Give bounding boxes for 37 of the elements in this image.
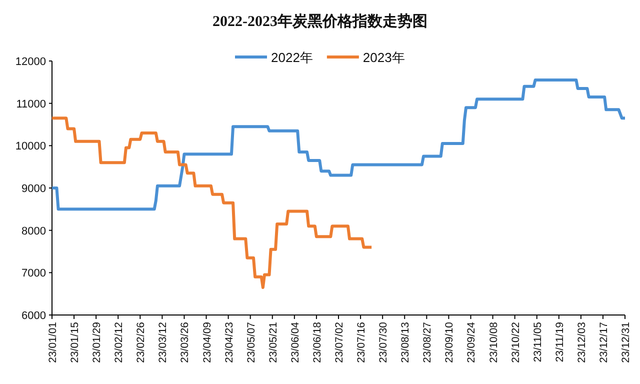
x-tick-label: 23/02/26	[135, 322, 148, 363]
legend-label: 2022年	[271, 50, 313, 65]
chart-title: 2022-2023年炭黑价格指数走势图	[212, 13, 428, 30]
x-tick-label: 23/10/22	[510, 322, 522, 363]
y-tick-label: 8000	[22, 225, 46, 238]
x-tick-label: 23/01/29	[91, 322, 104, 363]
x-tick-label: 23/08/27	[422, 322, 434, 363]
y-tick-label: 11000	[16, 98, 46, 110]
y-tick-label: 10000	[15, 140, 46, 153]
y-tick-label: 9000	[22, 183, 46, 195]
x-tick-label: 23/07/02	[334, 322, 346, 363]
y-tick-label: 12000	[15, 56, 46, 68]
x-tick-label: 23/01/01	[47, 322, 59, 363]
x-tick-label: 23/11/19	[554, 322, 566, 362]
x-tick-label: 23/06/04	[289, 322, 302, 363]
x-tick-label: 23/04/23	[223, 322, 236, 363]
x-tick-label: 23/07/16	[356, 322, 368, 363]
x-tick-label: 23/05/07	[245, 322, 258, 363]
legend-label: 2023年	[362, 50, 405, 65]
y-tick-label: 6000	[22, 310, 46, 322]
x-tick-label: 23/12/17	[598, 322, 610, 363]
y-tick-label: 7000	[22, 268, 46, 280]
x-tick-label: 23/08/13	[400, 322, 412, 363]
x-tick-label: 23/09/10	[444, 322, 456, 363]
x-tick-label: 23/03/26	[179, 322, 192, 363]
x-tick-label: 23/06/18	[311, 322, 324, 363]
x-tick-label: 23/01/15	[69, 322, 82, 363]
x-tick-label: 23/02/12	[113, 322, 126, 363]
x-tick-label: 23/03/12	[157, 322, 170, 363]
x-tick-label: 23/11/05	[532, 322, 544, 362]
x-tick-label: 23/05/21	[267, 322, 280, 363]
x-tick-label: 23/04/09	[201, 322, 214, 363]
x-tick-label: 23/09/24	[466, 322, 478, 363]
x-tick-label: 23/12/03	[576, 322, 588, 363]
x-tick-label: 23/07/30	[378, 322, 390, 363]
x-tick-label: 23/10/08	[488, 322, 500, 363]
x-tick-label: 23/12/31	[620, 322, 632, 363]
